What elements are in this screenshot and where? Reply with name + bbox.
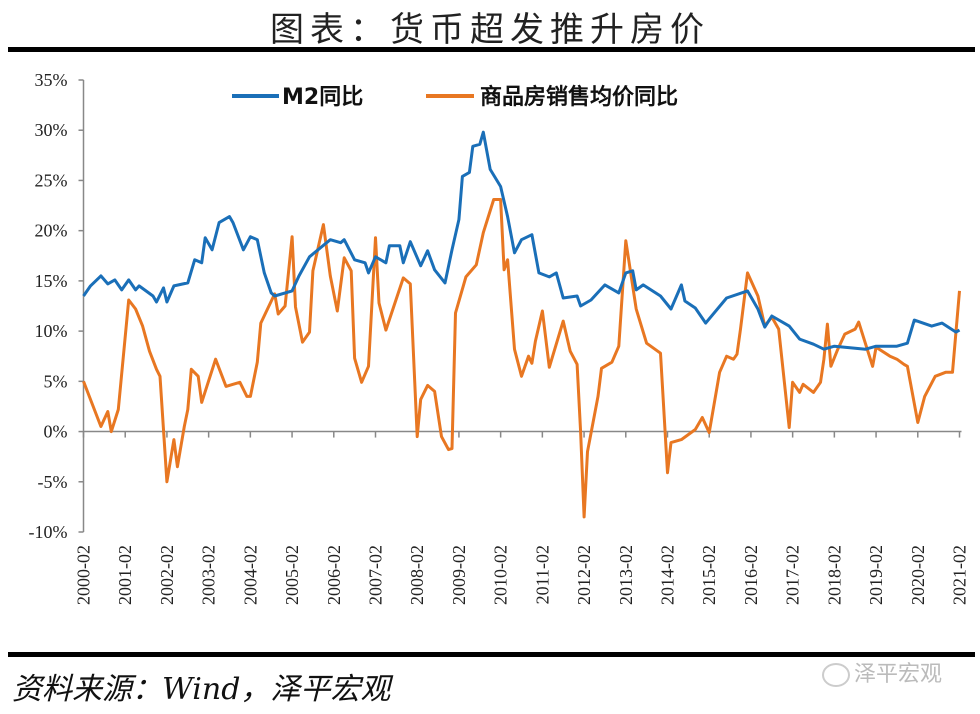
- watermark: 泽平宏观: [822, 656, 942, 688]
- x-tick-label: 2021-02: [950, 545, 970, 605]
- x-tick-label: 2006-02: [324, 545, 344, 605]
- footer-rule: [8, 652, 975, 657]
- y-tick-label: -10%: [29, 522, 68, 542]
- y-tick-label: -5%: [38, 472, 68, 492]
- x-tick-label: 2016-02: [741, 545, 761, 605]
- x-tick-label: 2002-02: [157, 545, 177, 605]
- x-tick-label: 2007-02: [366, 545, 386, 605]
- x-tick-label: 2015-02: [699, 545, 719, 605]
- series-line-price: [82, 198, 961, 519]
- x-tick-label: 2008-02: [407, 545, 427, 605]
- x-tick-label: 2020-02: [908, 545, 928, 605]
- x-tick-label: 2001-02: [115, 545, 135, 605]
- title-rule: [8, 47, 975, 52]
- y-tick-label: 35%: [35, 70, 68, 90]
- x-tick-label: 2018-02: [824, 545, 844, 605]
- x-tick-label: 2014-02: [658, 545, 678, 605]
- x-tick-label: 2004-02: [240, 545, 260, 605]
- x-tick-label: 2017-02: [783, 545, 803, 605]
- x-tick-label: 2010-02: [491, 545, 511, 605]
- y-tick-label: 5%: [44, 371, 68, 391]
- y-tick-label: 30%: [35, 120, 68, 140]
- x-tick-label: 2000-02: [74, 545, 94, 605]
- page-title: 图表：货币超发推升房价: [270, 10, 710, 50]
- legend: M2同比 商品房销售均价同比: [232, 84, 678, 110]
- y-tick-label: 15%: [35, 271, 68, 291]
- y-tick-label: 0%: [44, 422, 68, 442]
- y-tick-label: 25%: [35, 170, 68, 190]
- x-tick-label: 2009-02: [449, 545, 469, 605]
- legend-label-price: 商品房销售均价同比: [480, 84, 678, 110]
- x-tick-label: 2003-02: [199, 545, 219, 605]
- wechat-icon: [822, 663, 850, 687]
- legend-label-m2: M2同比: [282, 85, 363, 110]
- x-tick-label: 2005-02: [282, 545, 302, 605]
- y-tick-label: 10%: [35, 321, 68, 341]
- x-tick-label: 2011-02: [532, 545, 552, 604]
- series-line-m2: [82, 130, 961, 351]
- x-tick-label: 2013-02: [616, 545, 636, 605]
- watermark-text: 泽平宏观: [854, 662, 943, 687]
- source-note: 资料来源：Wind，泽平宏观: [12, 672, 391, 707]
- x-tick-label: 2012-02: [574, 545, 594, 605]
- y-tick-label: 20%: [35, 221, 68, 241]
- x-tick-label: 2019-02: [866, 545, 886, 605]
